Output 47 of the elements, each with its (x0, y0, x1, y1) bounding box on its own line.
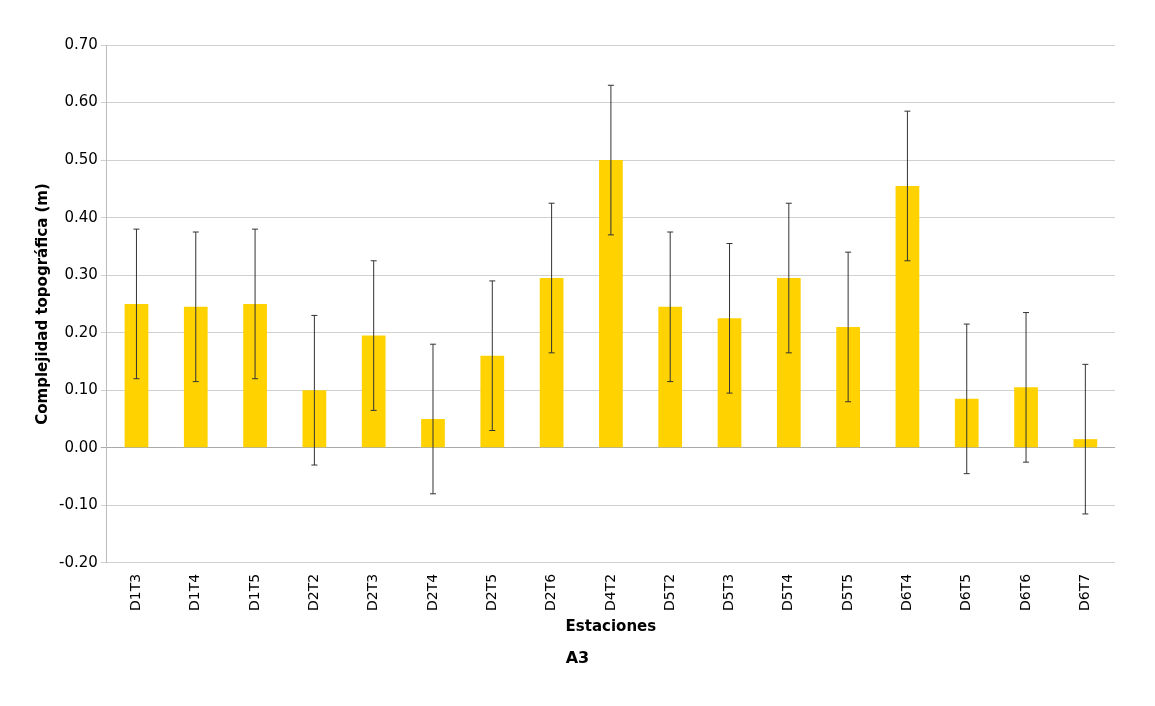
y-tick-label: 0.50 (64, 149, 98, 168)
bar (776, 278, 801, 448)
x-tick-label: D5T4 (779, 573, 796, 612)
x-tick-label: D1T4 (186, 573, 203, 612)
x-tick-label: D2T3 (364, 573, 381, 612)
bar (183, 306, 208, 448)
bar (480, 355, 505, 448)
bar (243, 303, 267, 448)
x-tick-label: D5T2 (660, 573, 677, 612)
y-tick-label: 0.60 (64, 92, 98, 111)
y-tick-label: -0.20 (59, 552, 98, 571)
bar (1014, 387, 1038, 448)
y-tick-label: 0.30 (64, 265, 98, 284)
x-tick-label: D2T6 (542, 573, 559, 612)
bar (302, 390, 327, 448)
x-tick-label: D6T7 (1075, 573, 1092, 612)
y-axis-title: Complejidad topográfica (m) (32, 183, 51, 425)
x-tick-label: D5T5 (838, 573, 855, 612)
bar (954, 398, 979, 448)
bar (539, 278, 564, 448)
x-tick-label: D6T4 (898, 573, 915, 612)
y-tick-label: 0.20 (64, 322, 98, 341)
x-tick-label: D4T2 (601, 573, 618, 612)
x-tick-label: D2T2 (305, 573, 322, 612)
x-tick-label: D1T5 (245, 573, 262, 612)
bar (1073, 439, 1098, 448)
y-tick-label: 0.40 (64, 207, 98, 226)
bar (124, 303, 149, 448)
x-tick-label: D6T6 (1016, 573, 1033, 612)
bar (836, 326, 860, 448)
x-tick-label: D1T3 (127, 573, 144, 612)
y-tick-label: -0.10 (59, 495, 98, 514)
y-tick-label: 0.10 (64, 380, 98, 399)
bar (599, 160, 623, 448)
y-tick-label: 0.00 (64, 437, 98, 456)
x-tick-label: D6T5 (957, 573, 974, 612)
bar (421, 419, 445, 448)
bar (658, 306, 683, 448)
bar (717, 318, 742, 448)
x-tick-label: D2T4 (423, 573, 440, 612)
text: A3 (564, 648, 591, 667)
x-axis-title: Estaciones (565, 616, 657, 635)
x-tick-label: D5T3 (720, 573, 737, 612)
x-tick-label: D2T5 (482, 573, 499, 612)
bar (895, 185, 920, 448)
bar (361, 335, 386, 448)
y-tick-label: 0.70 (64, 34, 98, 53)
